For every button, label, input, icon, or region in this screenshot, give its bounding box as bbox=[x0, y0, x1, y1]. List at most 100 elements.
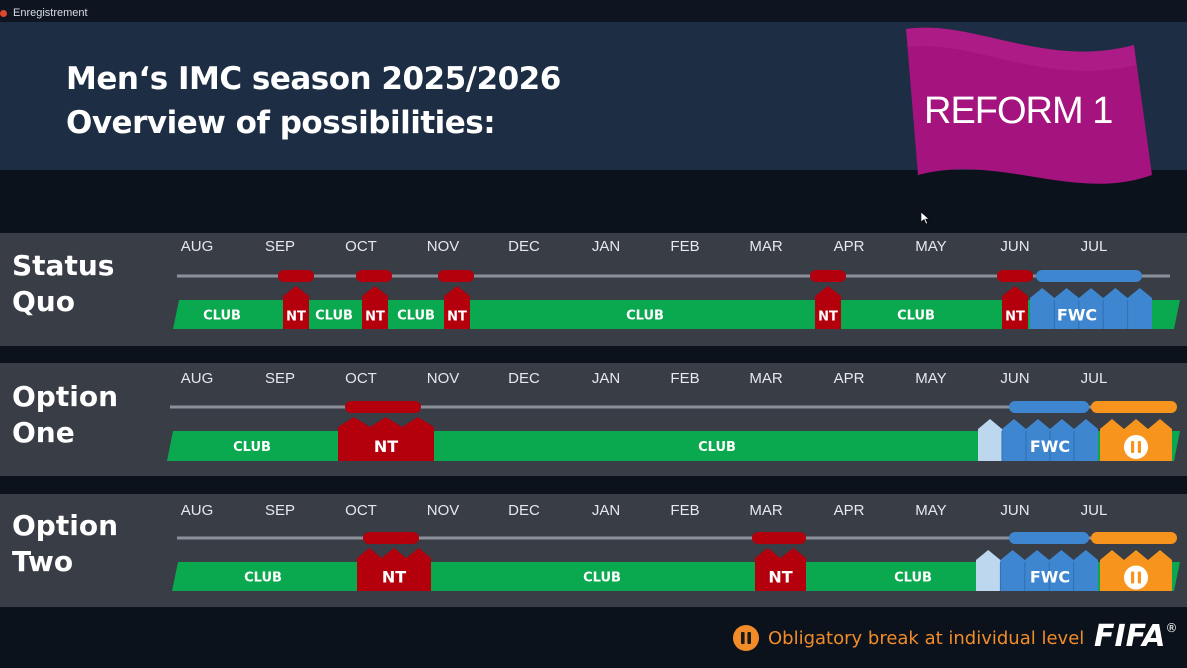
club-label: CLUB bbox=[897, 309, 935, 324]
fwc-label: FWC bbox=[1030, 568, 1070, 587]
month-label: MAY bbox=[915, 238, 946, 255]
month-label: SEP bbox=[265, 502, 295, 519]
club-label: CLUB bbox=[233, 440, 271, 455]
legend: Obligatory break at individual level bbox=[732, 624, 1084, 652]
month-label: MAR bbox=[749, 238, 783, 255]
fwc-label: FWC bbox=[1057, 306, 1097, 325]
nt-window-pill bbox=[278, 270, 314, 282]
club-label: CLUB bbox=[583, 571, 621, 586]
month-label: DEC bbox=[508, 502, 540, 519]
row-label-line-1: Status bbox=[12, 249, 115, 282]
month-label: JAN bbox=[592, 502, 620, 519]
club-label: CLUB bbox=[397, 309, 435, 324]
fwc-block bbox=[1030, 288, 1152, 329]
nt-window-pill bbox=[438, 270, 474, 282]
timeline-option-one: AUG SEP OCT NOV DEC JAN FEB MAR APR MAY JUN JUL CLUB… bbox=[167, 370, 1180, 461]
row-label: Status Quo bbox=[12, 248, 114, 320]
month-label: OCT bbox=[345, 370, 377, 387]
month-label: NOV bbox=[427, 238, 460, 255]
fwc-window-pill bbox=[1036, 270, 1142, 282]
month-label: JAN bbox=[592, 370, 620, 387]
nt-block bbox=[815, 286, 841, 329]
month-label: JUL bbox=[1081, 370, 1108, 387]
row-label-line-2: Two bbox=[12, 545, 74, 578]
club-label: CLUB bbox=[894, 571, 932, 586]
recording-bar: Enregistrement bbox=[0, 0, 1187, 26]
row-label-line-1: Option bbox=[12, 380, 118, 413]
break-window-pill bbox=[1091, 401, 1177, 413]
month-label: AUG bbox=[181, 370, 214, 387]
nt-block bbox=[362, 286, 388, 329]
nt-label: NT bbox=[382, 568, 406, 587]
registered-mark: ® bbox=[1165, 621, 1178, 635]
timeline-status-quo: AUG SEP OCT NOV DEC JAN FEB MAR APR MAY JUN JUL CLUB… bbox=[173, 238, 1180, 329]
fwc-light-block bbox=[976, 550, 1001, 591]
pause-icon bbox=[1124, 435, 1148, 459]
club-label: CLUB bbox=[244, 571, 282, 586]
month-label: JUN bbox=[1000, 370, 1029, 387]
fifa-logo-text: FIFA bbox=[1094, 619, 1166, 654]
month-label: FEB bbox=[670, 370, 699, 387]
title-line-1: Men‘s IMC season 2025/2026 bbox=[66, 61, 561, 97]
nt-window-pill bbox=[363, 532, 419, 544]
nt-block bbox=[1002, 286, 1028, 329]
nt-block bbox=[357, 548, 431, 591]
pause-bar bbox=[1137, 441, 1141, 453]
fwc-window-pill bbox=[1009, 532, 1089, 544]
pause-icon bbox=[733, 625, 759, 651]
row-status-quo: Status Quo AUG SEP OCT NOV DEC JAN FEB MAR APR MA… bbox=[0, 233, 1187, 346]
legend-label: Obligatory break at individual level bbox=[768, 627, 1085, 649]
month-label: MAR bbox=[749, 502, 783, 519]
nt-label: NT bbox=[286, 310, 306, 325]
month-label: AUG bbox=[181, 238, 214, 255]
flag-label: REFORM 1 bbox=[924, 90, 1112, 132]
nt-window-pill bbox=[345, 401, 421, 413]
nt-window-pill bbox=[356, 270, 392, 282]
reform-flag: REFORM 1 bbox=[906, 27, 1152, 184]
nt-block bbox=[444, 286, 470, 329]
nt-label: NT bbox=[768, 568, 792, 587]
fwc-window-pill bbox=[1009, 401, 1089, 413]
row-label: Option One bbox=[12, 379, 118, 451]
nt-block bbox=[755, 548, 806, 591]
fwc-label: FWC bbox=[1030, 437, 1070, 456]
month-label: FEB bbox=[670, 502, 699, 519]
nt-window-pill bbox=[997, 270, 1033, 282]
month-label: APR bbox=[834, 238, 865, 255]
nt-label: NT bbox=[1005, 310, 1025, 325]
month-label: JUL bbox=[1081, 238, 1108, 255]
month-label: OCT bbox=[345, 502, 377, 519]
month-label: APR bbox=[834, 370, 865, 387]
slide-title: Men‘s IMC season 2025/2026 Overview of p… bbox=[66, 57, 561, 145]
month-label: NOV bbox=[427, 370, 460, 387]
club-label: CLUB bbox=[698, 440, 736, 455]
nt-window-pill bbox=[752, 532, 806, 544]
nt-label: NT bbox=[818, 310, 838, 325]
month-label: OCT bbox=[345, 238, 377, 255]
record-icon bbox=[0, 9, 7, 17]
nt-label: NT bbox=[374, 437, 398, 456]
flag-shape bbox=[906, 27, 1152, 184]
month-label: MAY bbox=[915, 370, 946, 387]
month-label: DEC bbox=[508, 238, 540, 255]
break-window-pill bbox=[1091, 532, 1177, 544]
club-band bbox=[173, 300, 1180, 329]
pause-bar bbox=[1131, 571, 1135, 584]
pause-bar bbox=[1137, 571, 1141, 584]
nt-block bbox=[338, 417, 434, 461]
pause-bar bbox=[1131, 441, 1135, 453]
month-label: APR bbox=[834, 502, 865, 519]
club-label: CLUB bbox=[315, 309, 353, 324]
month-label: SEP bbox=[265, 238, 295, 255]
row-label-line-2: Quo bbox=[12, 285, 75, 318]
nt-label: NT bbox=[365, 310, 385, 325]
nt-window-pill bbox=[810, 270, 846, 282]
month-label: FEB bbox=[670, 238, 699, 255]
mouse-cursor-icon bbox=[921, 212, 930, 225]
month-label: SEP bbox=[265, 370, 295, 387]
row-option-one: Option One AUG SEP OCT NOV DEC JAN FEB MAR APR MA… bbox=[0, 363, 1187, 476]
month-label: JUN bbox=[1000, 502, 1029, 519]
nt-block bbox=[283, 286, 309, 329]
month-label: MAR bbox=[749, 370, 783, 387]
club-label: CLUB bbox=[626, 309, 664, 324]
